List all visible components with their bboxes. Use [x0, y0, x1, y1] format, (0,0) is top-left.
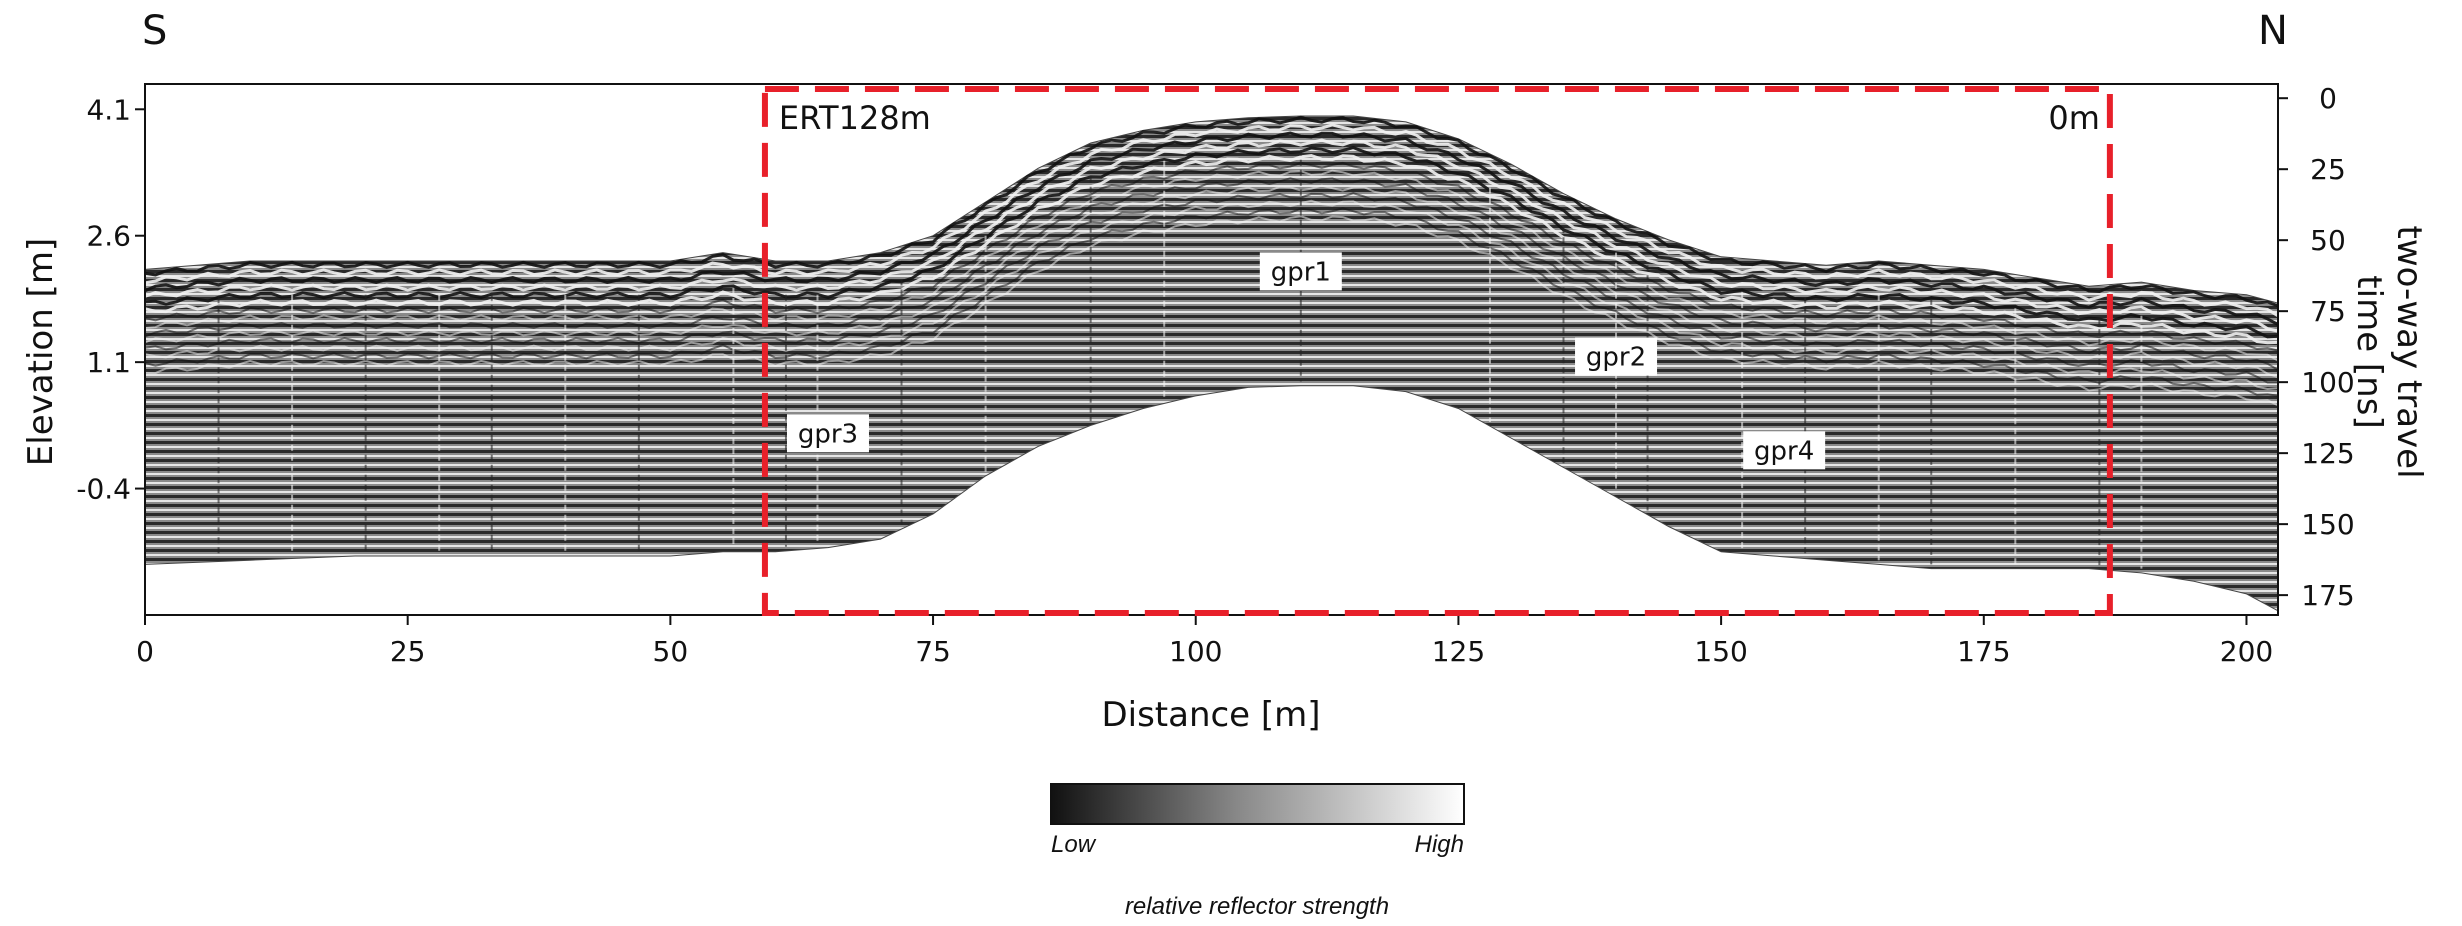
y-left-tick-label: 1.1: [86, 346, 131, 379]
reflector-layer: [145, 153, 2278, 345]
y-right-tick-label: 50: [2310, 224, 2346, 257]
y-right-tick-label: 0: [2319, 82, 2337, 115]
reflector-layers: [145, 115, 2278, 407]
y-right-tick-label: 25: [2310, 153, 2346, 186]
reflector-layer: [145, 215, 2278, 407]
ert-box: [761, 86, 2113, 616]
ert-label-right: 0m: [2048, 99, 2100, 137]
y-axis-right-title-line1: two-way travel: [2389, 225, 2429, 478]
x-axis: 0 25 50 75 100 125 150 175 200: [136, 615, 2273, 668]
vertical-traces: [217, 149, 2143, 569]
compass-north: N: [2258, 8, 2288, 54]
y-axis-right-title-line2: time [ns]: [2349, 275, 2389, 428]
y-right-tick-label: 75: [2310, 295, 2346, 328]
x-tick-label: 25: [390, 635, 426, 668]
gpr-label-box: [1743, 431, 1826, 470]
reflector-layer: [145, 115, 2278, 308]
x-tick-label: 200: [2220, 635, 2273, 668]
gpr-label: gpr1: [1271, 257, 1331, 287]
y-axis-left: 4.1 2.6 1.1 -0.4: [76, 93, 145, 506]
compass-south: S: [142, 8, 167, 54]
colorbar-high-label: High: [1415, 831, 1464, 858]
reflector-layer: [145, 131, 2278, 326]
gpr-label: gpr4: [1754, 436, 1814, 466]
y-left-tick-label: -0.4: [76, 473, 131, 506]
x-axis-title: Distance [m]: [1101, 695, 1320, 735]
colorbar: [1050, 783, 1465, 825]
ert-label-left: ERT128m: [779, 99, 931, 137]
gpr-label: gpr2: [1586, 343, 1646, 373]
y-left-tick-label: 2.6: [86, 220, 131, 253]
y-axis-right-title: two-way travel time [ns]: [2349, 225, 2429, 478]
y-right-tick-label: 175: [2301, 579, 2354, 612]
gpr-label-box: [1259, 252, 1342, 291]
reflector-layer: [145, 123, 2278, 318]
y-right-tick-label: 100: [2301, 366, 2354, 399]
y-axis-right: 0 25 50 75 100 125 150 175: [2278, 82, 2355, 612]
gpr-label-box: [1575, 337, 1658, 376]
y-right-tick-label: 150: [2301, 508, 2354, 541]
reflector-layer: [145, 146, 2278, 339]
y-left-tick-label: 4.1: [86, 93, 131, 126]
reflector-layer: [145, 207, 2278, 397]
x-tick-label: 175: [1957, 635, 2010, 668]
x-tick-label: 150: [1694, 635, 1747, 668]
reflector-layer: [145, 177, 2278, 371]
x-tick-label: 100: [1169, 635, 1222, 668]
x-tick-label: 75: [915, 635, 951, 668]
y-axis-left-title: Elevation [m]: [21, 238, 61, 466]
colorbar-title: relative reflector strength: [1125, 893, 1389, 920]
gpr-annotations: gpr1 gpr2 gpr3 gpr4: [786, 252, 1826, 470]
y-right-tick-label: 125: [2301, 437, 2354, 470]
gpr-label-box: [786, 414, 869, 453]
reflector-layer: [145, 192, 2278, 384]
colorbar-low-label: Low: [1051, 831, 1097, 858]
x-tick-label: 50: [653, 635, 689, 668]
reflector-layer: [145, 184, 2278, 379]
reflector-layer: [145, 138, 2278, 333]
gpr-label: gpr3: [798, 419, 858, 449]
radargram-fill: [145, 115, 2278, 612]
x-tick-label: 0: [136, 635, 154, 668]
reflector-layer: [145, 169, 2278, 362]
radargram-area: [145, 115, 2278, 612]
reflector-layer: [145, 199, 2278, 391]
reflector-layer: [145, 161, 2278, 352]
x-tick-label: 125: [1432, 635, 1485, 668]
